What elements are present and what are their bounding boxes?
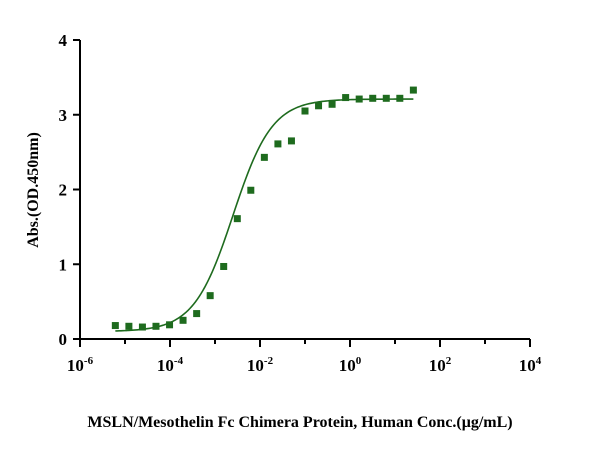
fit-curve <box>115 98 414 332</box>
fit-curve-layer <box>115 98 414 332</box>
x-tick-label: 104 <box>519 355 542 375</box>
y-tick-label: 3 <box>59 106 68 125</box>
data-points <box>111 86 417 331</box>
data-point <box>206 292 214 300</box>
data-point <box>125 322 133 330</box>
data-point <box>233 215 241 223</box>
data-point <box>342 94 350 102</box>
x-tick-label: 10-6 <box>67 355 94 375</box>
data-point <box>152 322 160 330</box>
data-point <box>220 262 228 270</box>
data-point <box>369 94 377 102</box>
data-point <box>328 100 336 108</box>
data-point <box>355 95 363 103</box>
tick-labels: 0 1 2 3 4 10-6 10-4 10-2 100 102 104 <box>59 31 542 375</box>
x-tick-label: 102 <box>429 355 452 375</box>
data-point <box>287 137 295 145</box>
data-point <box>166 321 174 329</box>
data-point <box>138 323 146 331</box>
x-tick-label: 10-2 <box>247 355 274 375</box>
data-point <box>193 310 201 318</box>
y-tick-label: 1 <box>59 255 68 274</box>
data-point <box>396 94 404 102</box>
x-tick-label: 10-4 <box>157 355 184 375</box>
data-point <box>301 107 309 115</box>
data-point <box>382 94 390 102</box>
x-axis-title: MSLN/Mesothelin Fc Chimera Protein, Huma… <box>87 414 512 431</box>
data-point <box>315 102 323 110</box>
y-tick-label: 0 <box>59 330 68 349</box>
data-point <box>179 316 187 324</box>
data-point <box>111 322 119 330</box>
data-point <box>247 186 255 194</box>
x-tick-label: 100 <box>339 355 362 375</box>
data-point <box>409 86 417 94</box>
data-point <box>260 153 268 161</box>
y-axis-title: Abs.(OD.450nm) <box>25 132 42 248</box>
axes <box>79 40 530 340</box>
data-point <box>274 140 282 148</box>
y-tick-label: 4 <box>59 31 68 50</box>
y-tick-label: 2 <box>59 181 68 200</box>
